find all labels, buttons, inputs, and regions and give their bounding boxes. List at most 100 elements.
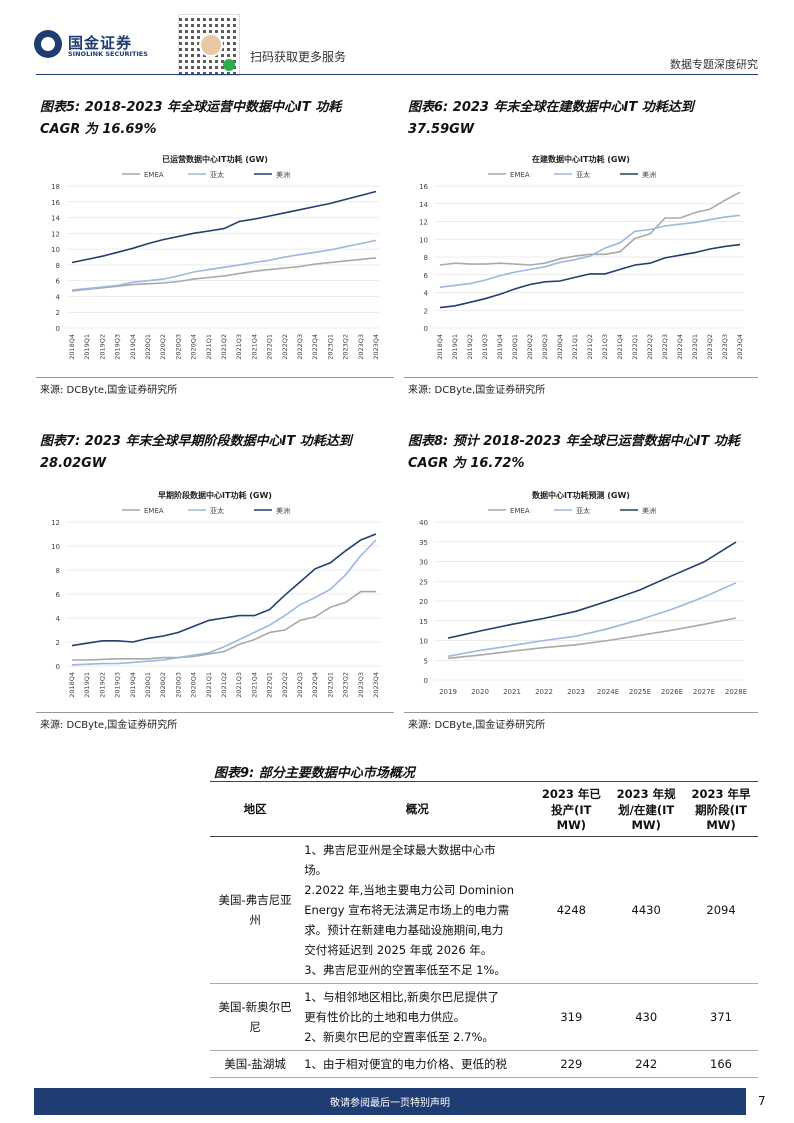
- legend-label: 亚太: [210, 506, 224, 515]
- table-row: 美国-盐湖城 1、由于相对便宜的电力价格、更低的税 229 242 166: [210, 1050, 758, 1078]
- series-line-apac: [439, 214, 741, 288]
- table-row: 美国-新奥尔巴尼 1、与相邻地区相比,新奥尔巴尼提供了 更有性价比的土地和电力供应。…: [210, 983, 758, 1051]
- figure-6-title-line2: 37.59GW: [408, 122, 475, 137]
- y-tick-label: 30: [419, 559, 428, 567]
- y-tick-label: 2: [56, 639, 60, 647]
- x-tick-label: 2020: [471, 688, 489, 696]
- figure-7-title-line2: 28.02GW: [40, 456, 107, 471]
- y-tick-label: 8: [56, 567, 60, 575]
- x-tick-label: 2022Q2: [281, 672, 289, 698]
- x-tick-label: 2021Q2: [586, 334, 594, 360]
- x-tick-label: 2022Q1: [266, 672, 274, 698]
- x-tick-label: 2019Q4: [129, 672, 137, 698]
- overview-line: 1、由于相对便宜的电力价格、更低的税: [304, 1057, 508, 1071]
- y-tick-label: 16: [51, 199, 60, 207]
- y-tick-label: 10: [51, 543, 60, 551]
- x-tick-label: 2019Q2: [98, 334, 106, 360]
- legend-label: 亚太: [576, 506, 590, 515]
- y-tick-label: 18: [51, 183, 60, 191]
- figure-7-chart: 早期阶段数据中心IT功耗 (GW) EMEA 亚太 美洲 0 2 4 6 8 10 12 2018Q4…: [51, 490, 380, 698]
- series-line-americas: [447, 541, 737, 639]
- x-tick-label: 2021Q1: [205, 672, 213, 698]
- row-early: 2094: [684, 836, 758, 984]
- header-construction: 2023 年规划/在建(IT MW): [608, 781, 685, 837]
- x-tick-label: 2019Q3: [481, 334, 489, 360]
- y-tick-label: 14: [51, 215, 60, 223]
- legend-label: 美洲: [642, 506, 656, 515]
- page-number: 7: [758, 1094, 766, 1108]
- x-tick-label: 2022Q1: [266, 334, 274, 360]
- figure-8-title-line1: 图表8: 预计 2018-2023 年全球已运营数据中心IT 功耗: [408, 434, 740, 449]
- y-tick-label: 8: [56, 262, 60, 270]
- series-line-emea: [439, 191, 741, 266]
- x-tick-label: 2020Q4: [190, 334, 198, 360]
- y-tick-label: 2: [424, 307, 428, 315]
- y-tick-label: 8: [424, 254, 428, 262]
- overview-line: 交付将延迟到 2025 年或 2026 年。: [304, 943, 493, 957]
- figure-5-title-line1: 图表5: 2018-2023 年全球运营中数据中心IT 功耗: [40, 100, 342, 115]
- figure-6-title: 图表6: 2023 年末全球在建数据中心IT 功耗达到 37.59GW: [408, 97, 758, 141]
- x-tick-label: 2018Q4: [68, 334, 76, 360]
- legend-label: 美洲: [276, 170, 290, 179]
- x-tick-label: 2020Q1: [144, 334, 152, 360]
- x-tick-label: 2020Q3: [174, 334, 182, 360]
- overview-line: 2.2022 年,当地主要电力公司 Dominion: [304, 883, 514, 897]
- x-tick-label: 2022Q3: [296, 334, 304, 360]
- y-tick-label: 14: [419, 201, 428, 209]
- x-tick-label: 2021Q1: [571, 334, 579, 360]
- figure-7-title-line1: 图表7: 2023 年末全球早期阶段数据中心IT 功耗达到: [40, 434, 352, 449]
- y-tick-label: 35: [419, 539, 428, 547]
- y-tick-label: 15: [419, 618, 428, 626]
- x-tick-label: 2021Q3: [235, 334, 243, 360]
- logo-cn: 国金证券: [68, 34, 133, 52]
- header-divider: [36, 74, 758, 75]
- table-row: 美国-弗吉尼亚州 1、弗吉尼亚州是全球最大数据中心市 场。 2.2022 年,当地主要…: [210, 836, 758, 984]
- x-tick-label: 2023Q1: [326, 334, 334, 360]
- legend-label: 美洲: [276, 506, 290, 515]
- y-tick-label: 12: [51, 519, 60, 527]
- series-line-emea: [447, 617, 737, 660]
- x-tick-label: 2020Q2: [526, 334, 534, 360]
- x-tick-label: 2023Q4: [736, 334, 744, 360]
- row-overview: 1、弗吉尼亚州是全球最大数据中心市 场。 2.2022 年,当地主要电力公司 Dom…: [300, 836, 535, 984]
- overview-line: 2、新奥尔巴尼的空置率低至 2.7%。: [304, 1030, 494, 1044]
- x-tick-label: 2019Q3: [114, 334, 122, 360]
- chart-title: 早期阶段数据中心IT功耗 (GW): [158, 490, 272, 500]
- qr-center-logo: [199, 33, 223, 57]
- figure-5-chart: 已运营数据中心IT功耗 (GW) EMEA 亚太 美洲 0 2 4 6 8 10 12 14 16 18 2…: [51, 154, 380, 360]
- x-tick-label: 2023Q3: [357, 334, 365, 360]
- row-operational: 229: [534, 1050, 609, 1078]
- x-tick-label: 2019Q4: [496, 334, 504, 360]
- legend-label: EMEA: [144, 507, 164, 515]
- legend-label: 亚太: [576, 170, 590, 179]
- legend-label: EMEA: [510, 507, 530, 515]
- x-tick-label: 2018Q4: [436, 334, 444, 360]
- x-tick-label: 2022Q3: [296, 672, 304, 698]
- qr-code-icon[interactable]: [178, 14, 240, 76]
- row-operational: 4248: [534, 836, 609, 984]
- y-tick-label: 0: [56, 663, 60, 671]
- market-overview-table: 地区 概况 2023 年已投产(IT MW) 2023 年规划/在建(IT MW…: [210, 781, 758, 1078]
- figure-5-title: 图表5: 2018-2023 年全球运营中数据中心IT 功耗 CAGR 为 16…: [40, 97, 390, 141]
- figure-8-rule: [404, 712, 758, 713]
- y-tick-label: 0: [424, 677, 428, 685]
- y-tick-label: 6: [56, 278, 61, 286]
- x-tick-label: 2020Q1: [511, 334, 519, 360]
- x-tick-label: 2019Q3: [114, 672, 122, 698]
- header-region: 地区: [210, 781, 301, 837]
- x-tick-label: 2019Q1: [83, 672, 91, 698]
- figure-5-source: 来源: DCByte,国金证券研究所: [40, 385, 178, 396]
- x-tick-label: 2028E: [725, 688, 747, 696]
- x-tick-label: 2020Q4: [556, 334, 564, 360]
- footer-bar: 敬请参阅最后一页特别声明: [34, 1088, 746, 1115]
- x-tick-label: 2023: [567, 688, 585, 696]
- figure-7-title: 图表7: 2023 年末全球早期阶段数据中心IT 功耗达到 28.02GW: [40, 431, 400, 475]
- y-tick-label: 6: [56, 591, 61, 599]
- x-tick-label: 2019: [439, 688, 457, 696]
- x-tick-label: 2019Q1: [83, 334, 91, 360]
- series-line-apac: [447, 582, 737, 658]
- x-tick-label: 2024E: [597, 688, 619, 696]
- y-tick-label: 12: [419, 219, 428, 227]
- x-tick-label: 2022Q1: [631, 334, 639, 360]
- x-tick-label: 2023Q1: [691, 334, 699, 360]
